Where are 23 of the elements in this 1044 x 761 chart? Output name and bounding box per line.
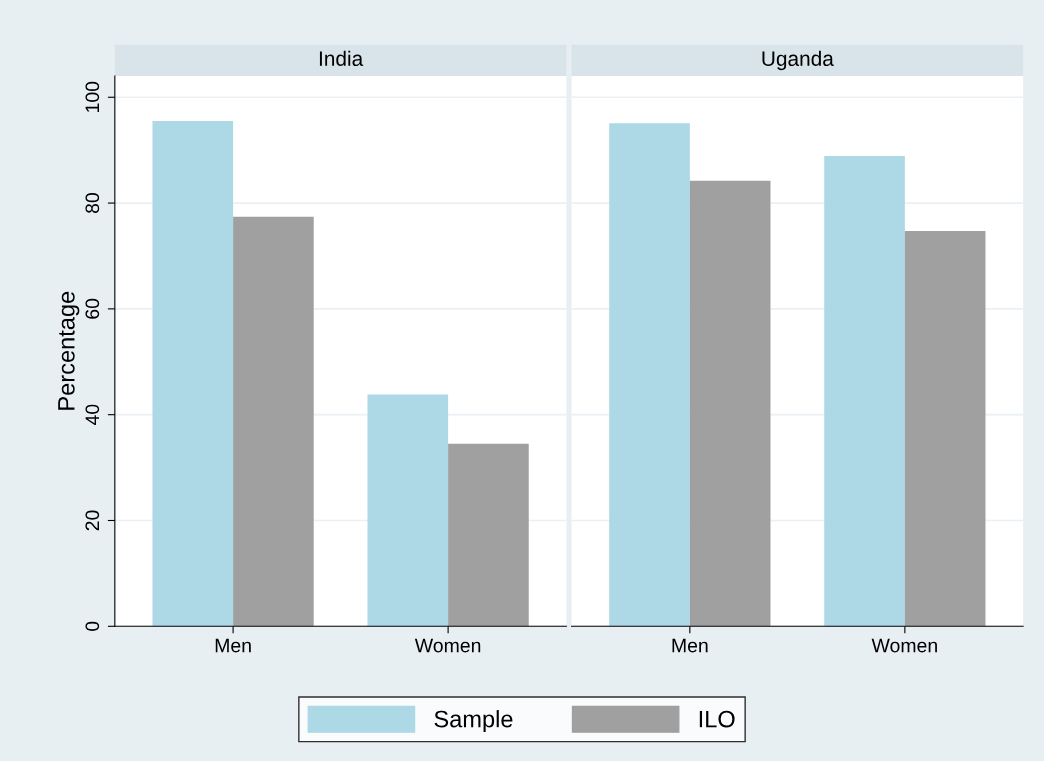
bar bbox=[609, 123, 690, 627]
legend-label: ILO bbox=[699, 710, 735, 728]
bar bbox=[233, 216, 314, 627]
y-axis-title: Percentage bbox=[58, 291, 80, 410]
bar bbox=[152, 121, 234, 627]
bar bbox=[367, 394, 449, 627]
bar bbox=[448, 443, 529, 627]
y-tick-label: 20 bbox=[85, 510, 100, 531]
bar bbox=[689, 180, 771, 627]
bar bbox=[904, 231, 986, 627]
y-tick-label: 0 bbox=[85, 621, 100, 631]
bar bbox=[824, 155, 905, 627]
chart-title: India bbox=[319, 50, 364, 67]
x-tick-label: Women bbox=[871, 638, 937, 653]
y-tick-label: 60 bbox=[85, 298, 100, 319]
x-tick-label: Men bbox=[215, 638, 251, 653]
y-tick-label: 100 bbox=[85, 81, 100, 112]
x-tick-label: Women bbox=[414, 638, 481, 653]
y-tick-label: 40 bbox=[85, 404, 100, 426]
legend-label: Sample bbox=[434, 710, 513, 733]
chart-title: Uganda bbox=[762, 50, 834, 71]
x-tick-label: Men bbox=[672, 638, 708, 653]
y-tick-label: 80 bbox=[85, 193, 100, 214]
